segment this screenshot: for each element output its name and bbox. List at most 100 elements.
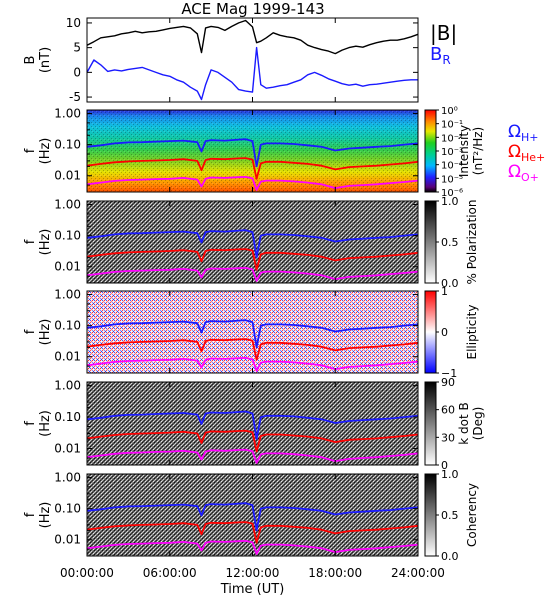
colorbar-tick-label: 10⁻⁴ <box>441 161 463 172</box>
colorbar-tick-label: −1 <box>441 367 457 380</box>
y-axis-label-name: f <box>23 239 38 244</box>
series-line-b-radial <box>86 46 418 101</box>
colorbar-label: k dot B(Deg) <box>457 402 485 444</box>
y-tick-label: 0.01 <box>54 442 81 456</box>
y-tick-label: 0.10 <box>54 319 81 333</box>
y-axis-label: f(Hz) <box>23 138 53 165</box>
y-tick-label: 0.10 <box>54 138 81 152</box>
gyrofrequency-line-he-plus <box>86 157 419 180</box>
y-axis-label: f(Hz) <box>23 229 53 256</box>
colorbar-tick-label: 1 <box>441 285 448 298</box>
y-tick-label: 0.10 <box>54 410 81 424</box>
chart-title: ACE Mag 1999-143 <box>181 0 324 18</box>
y-tick-label: 0.01 <box>54 350 81 364</box>
gyrofrequency-line-h-plus <box>86 410 419 441</box>
legend-b-radial-main: B <box>430 44 442 65</box>
legend-b-radial: BR <box>430 44 451 67</box>
colorbar-label-unit: (Deg) <box>471 407 485 441</box>
y-tick-label: 0.01 <box>54 169 81 183</box>
colorbar-tick-label: 30 <box>441 431 455 444</box>
gyrofrequency-line-h-plus <box>86 138 419 168</box>
colorbar <box>424 290 437 374</box>
colorbar <box>424 473 437 557</box>
legend-symbol: Ω <box>508 162 521 182</box>
panel-ellipticity: f(Hz) 1.00 0.10 0.01 1 0 −1 Ellipticity <box>23 285 479 380</box>
colorbar-label: Intensity(nT²/Hz) <box>457 125 485 177</box>
y-tick-label: -5 <box>69 90 81 104</box>
x-tick-label: 24:00:00 <box>391 566 445 580</box>
legend-subscript: He+ <box>521 151 545 164</box>
colorbar-tick-label: 0.0 <box>441 550 459 563</box>
y-axis-label: f(Hz) <box>23 319 53 346</box>
panel-coherency: f(Hz) 1.00 0.10 0.01 1.0 0.5 0.0 Coherency <box>23 468 479 563</box>
colorbar-label-name: Ellipticity <box>465 305 479 360</box>
y-tick-label: 0.01 <box>54 260 81 274</box>
colorbar-tick-label: 1.0 <box>441 468 459 481</box>
colorbar-tick-label: 10⁻¹ <box>441 120 463 131</box>
colorbar-label-name: % Polarization <box>465 200 479 285</box>
gyrofrequency-line-h-plus <box>86 229 419 259</box>
colorbar-tick-label: 10⁻⁶ <box>441 188 463 199</box>
y-axis-label-name: f <box>23 148 38 153</box>
colorbar-tick-label: 10⁰ <box>441 106 458 117</box>
colorbar <box>424 200 437 284</box>
colorbar-label-name: k dot B <box>457 402 471 444</box>
x-tick-label: 06:00:00 <box>143 566 197 580</box>
x-tick-label: 12:00:00 <box>226 566 280 580</box>
gyrofrequency-line-o-plus <box>86 540 419 555</box>
y-tick-label: 0.01 <box>54 533 81 547</box>
colorbar <box>424 109 437 193</box>
y-tick-label: 5 <box>73 41 81 55</box>
y-axis-label-unit: (Hz) <box>38 229 53 256</box>
y-axis-label-name: B <box>23 56 38 65</box>
gyrofrequency-line-h-plus <box>86 502 419 532</box>
colorbar-tick-label: 10⁻² <box>441 133 463 144</box>
y-axis-label: B(nT) <box>23 47 53 73</box>
legend-gyrofrequency-h-plus: ΩH+ <box>508 122 539 144</box>
x-axis-label: Time (UT) <box>220 582 285 597</box>
y-tick-label: 0.10 <box>54 502 81 516</box>
panel-polarization: f(Hz) 1.00 0.10 0.01 1.0 0.5 0.0 % Polarization <box>23 195 479 290</box>
legend-b-radial-sub: R <box>442 53 450 67</box>
y-tick-label: 1.00 <box>54 471 81 485</box>
y-axis-label-unit: (Hz) <box>38 138 53 165</box>
gyrofrequency-line-he-plus <box>86 521 419 544</box>
gyrofrequency-line-h-plus <box>86 319 419 349</box>
gyrofrequency-line-he-plus <box>86 248 419 271</box>
colorbar-tick-label: 90 <box>441 376 455 389</box>
legend-symbol: Ω <box>508 142 521 162</box>
series-line-b-magnitude <box>86 19 419 55</box>
colorbar-tick-label: 60 <box>441 404 455 417</box>
colorbar-label-name: Intensity <box>457 125 471 177</box>
y-axis-label-name: f <box>23 512 38 517</box>
y-axis-label-unit: (Hz) <box>38 319 53 346</box>
gyrofrequency-line-o-plus <box>86 448 419 464</box>
x-tick-label: 00:00:00 <box>60 566 114 580</box>
legend-b-magnitude: |B| <box>430 21 457 45</box>
colorbar-tick-label: 0.5 <box>441 509 459 522</box>
gyrofrequency-line-he-plus <box>86 429 419 453</box>
y-axis-label-unit: (Hz) <box>38 502 53 529</box>
legend-subscript: H+ <box>521 131 539 144</box>
y-tick-label: 1.00 <box>54 379 81 393</box>
panel-k-dot-b: f(Hz) 1.00 0.10 0.01 90 60 30 0 k dot B(Deg) <box>23 376 485 472</box>
legend-gyrofrequency-o-plus: ΩO+ <box>508 162 539 184</box>
colorbar-tick-label: 10⁻³ <box>441 147 463 158</box>
y-tick-label: 1.00 <box>54 198 81 212</box>
colorbar-label-name: Coherency <box>465 483 479 547</box>
gyrofrequency-line-o-plus <box>86 175 419 191</box>
gyrofrequency-line-he-plus <box>86 338 419 361</box>
y-axis-label-unit: (nT) <box>38 47 53 73</box>
colorbar-tick-label: 0 <box>441 326 448 339</box>
y-axis-label-unit: (Hz) <box>38 410 53 437</box>
colorbar <box>424 381 437 466</box>
y-tick-label: 1.00 <box>54 288 81 302</box>
gyrofrequency-legend: ΩH+ΩHe+ΩO+ <box>508 122 545 184</box>
legend-gyrofrequency-he-plus: ΩHe+ <box>508 142 545 164</box>
colorbar-tick-label: 10⁻⁵ <box>441 174 463 185</box>
colorbar-tick-label: 1.0 <box>441 195 459 208</box>
colorbar-tick-label: 0.0 <box>441 277 459 290</box>
colorbar-tick-label: 0 <box>441 459 448 472</box>
